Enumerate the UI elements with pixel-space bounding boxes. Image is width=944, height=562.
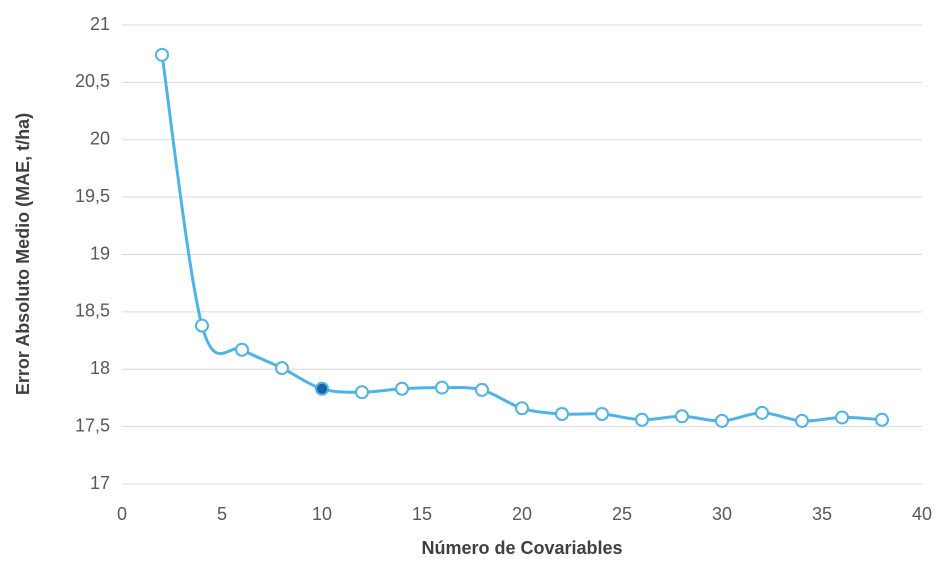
- y-axis-title: Error Absoluto Medio (MAE, t/ha): [13, 113, 33, 395]
- x-tick-label: 10: [312, 504, 332, 524]
- marker: [395, 381, 409, 396]
- x-tick-label: 35: [812, 504, 832, 524]
- marker: [555, 407, 569, 422]
- marker: [275, 361, 289, 376]
- line: [160, 54, 883, 423]
- marker: [515, 401, 529, 416]
- marker: [235, 342, 249, 357]
- x-axis-title: Número de Covariables: [421, 538, 622, 558]
- y-tick-label: 19,5: [75, 186, 110, 206]
- y-tick-label: 21: [90, 14, 110, 34]
- marker: [195, 318, 209, 333]
- y-tick-label: 20: [90, 129, 110, 149]
- x-tick-label: 5: [217, 504, 227, 524]
- marker: [715, 413, 729, 428]
- x-tick-label: 20: [512, 504, 532, 524]
- marker: [875, 412, 889, 427]
- marker: [675, 409, 689, 424]
- y-tick-label: 18: [90, 358, 110, 378]
- marker: [355, 385, 369, 400]
- marker: [315, 381, 329, 396]
- x-tick-label: 40: [912, 504, 932, 524]
- marker: [635, 412, 649, 427]
- y-tick-label: 17,5: [75, 415, 110, 435]
- x-tick-label: 30: [712, 504, 732, 524]
- y-tick-label: 18,5: [75, 301, 110, 321]
- marker: [595, 407, 609, 422]
- marker: [755, 405, 769, 420]
- x-tick-label: 0: [117, 504, 127, 524]
- marker: [155, 47, 169, 62]
- x-tick-label: 25: [612, 504, 632, 524]
- marker: [475, 382, 489, 397]
- marker: [435, 380, 449, 395]
- marker: [795, 413, 809, 428]
- y-tick-label: 20,5: [75, 71, 110, 91]
- y-tick-label: 19: [90, 243, 110, 263]
- marker: [835, 410, 849, 425]
- x-tick-label: 15: [412, 504, 432, 524]
- y-tick-label: 17: [90, 473, 110, 493]
